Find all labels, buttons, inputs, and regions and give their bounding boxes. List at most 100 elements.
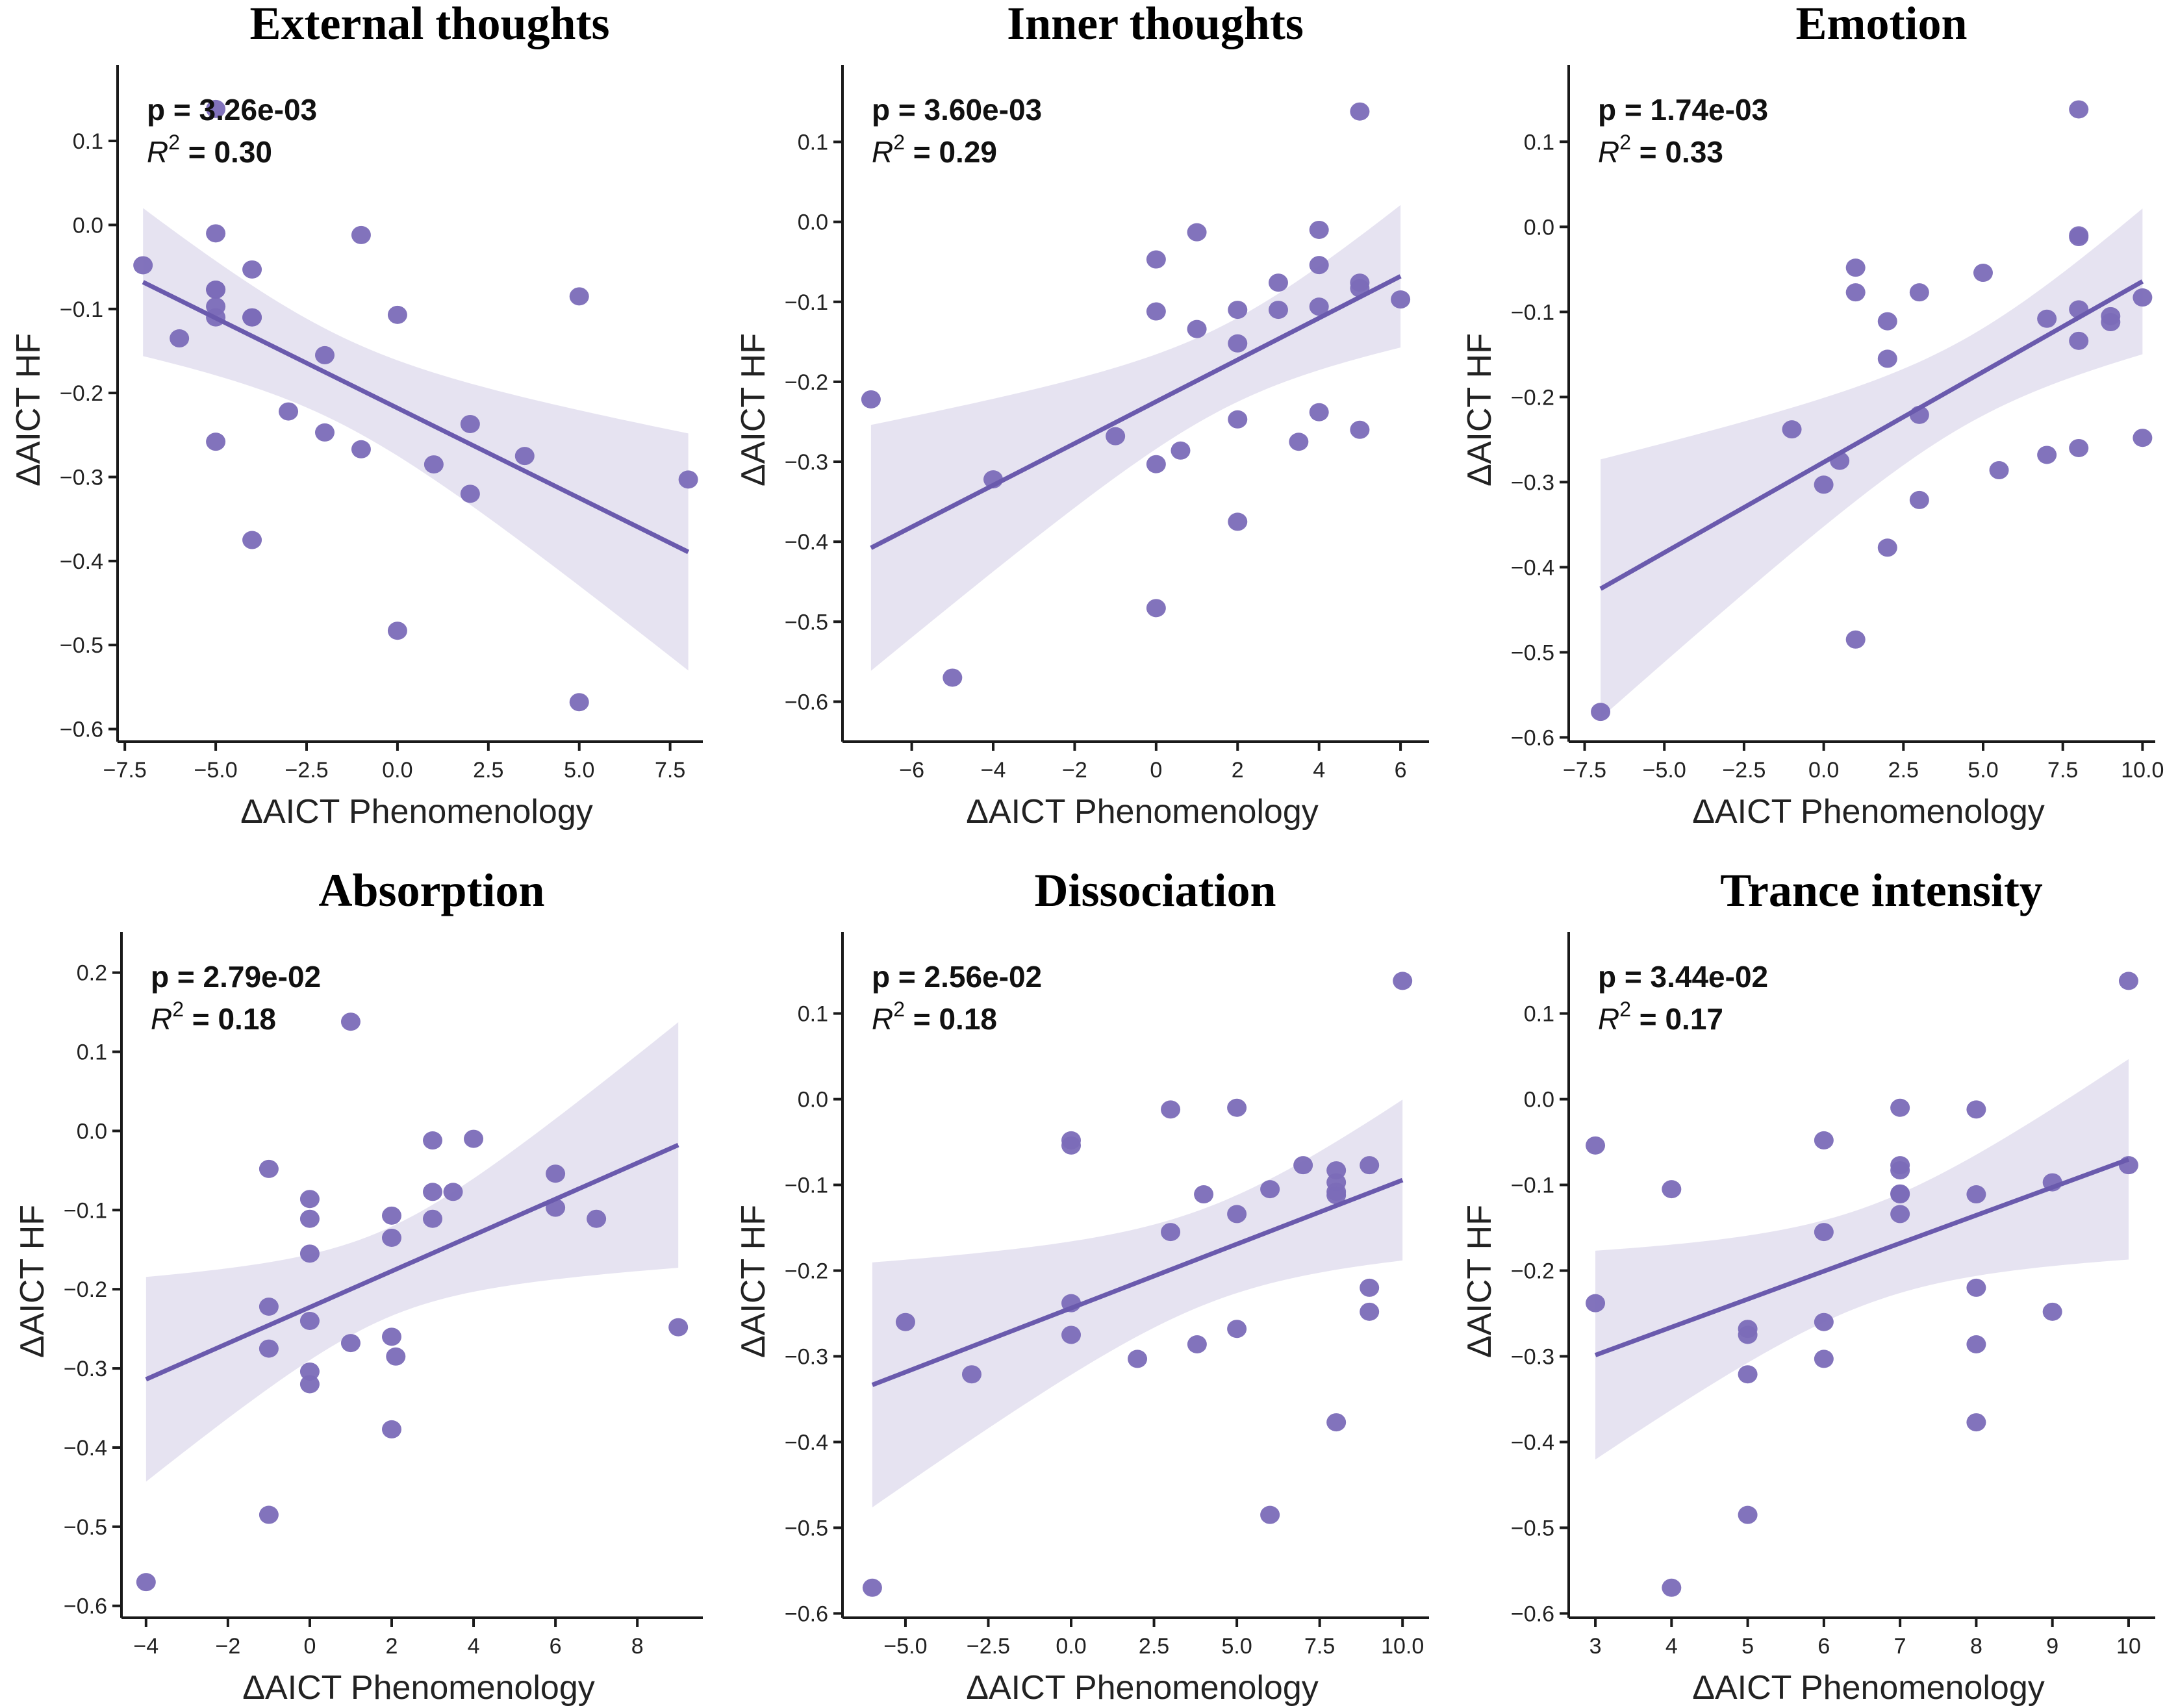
data-point (1268, 301, 1288, 320)
y-tick-label: −0.1 (64, 1198, 107, 1223)
data-point (1591, 703, 1611, 722)
data-point (1360, 1278, 1380, 1297)
r-squared-superscript: 2 (893, 131, 905, 154)
y-tick-label: −0.3 (64, 1357, 107, 1381)
confidence-band (143, 208, 689, 671)
x-tick-label: −2.5 (1722, 758, 1766, 783)
data-point (2042, 1302, 2062, 1321)
x-tick-label: 4 (1665, 1634, 1678, 1659)
data-point (1989, 461, 2009, 480)
data-point (1586, 1136, 1606, 1155)
y-tick-label: −0.2 (60, 381, 103, 406)
y-tick-label: 0.0 (73, 213, 103, 238)
data-point (340, 1334, 361, 1353)
subplot-title: Trance intensity (1720, 864, 2043, 916)
data-point (314, 345, 335, 364)
y-tick-label: −0.4 (785, 1430, 828, 1455)
r-squared-symbol: R (872, 135, 893, 169)
subplot-trance-intensity: Trance intensity 3 4 5 6 7 8 9 10 0.1 0.0 −0.1 −0.2 −… (1461, 864, 2155, 1707)
y-tick-label: −0.5 (1511, 640, 1554, 665)
y-tick-label: −0.1 (785, 290, 828, 315)
x-tick-label: −2.5 (967, 1634, 1010, 1659)
data-point (206, 281, 226, 299)
y-tick-label: −0.4 (60, 549, 103, 574)
data-point (351, 440, 371, 458)
data-point (1966, 1278, 1986, 1297)
y-tick-label: −0.5 (785, 610, 828, 634)
data-point (1877, 312, 1897, 331)
y-tick-label: −0.5 (1511, 1516, 1554, 1540)
r-squared-superscript: 2 (1619, 131, 1631, 154)
y-tick-label: −0.5 (60, 633, 103, 658)
y-axis-label: ΔAICT HF (14, 1205, 51, 1358)
data-point (514, 447, 535, 466)
x-tick-label: 3 (1589, 1634, 1602, 1659)
data-point (1260, 1180, 1280, 1199)
y-axis-label: ΔAICT HF (1461, 333, 1499, 486)
x-tick-label: 0 (303, 1634, 316, 1659)
r-squared-symbol: R (1598, 135, 1619, 169)
x-tick-label: 10.0 (2121, 758, 2164, 783)
data-point (1909, 490, 1929, 509)
r-squared-symbol: R (147, 135, 168, 169)
data-point (1260, 1505, 1280, 1524)
subplot-title: External thoughts (249, 0, 609, 49)
data-point (1966, 1413, 1986, 1432)
regression-line (145, 1142, 679, 1382)
x-tick-label: −5.0 (883, 1634, 927, 1659)
data-point (387, 305, 407, 324)
r-squared-superscript: 2 (893, 998, 905, 1021)
data-point (351, 225, 371, 244)
subplot-dissociation: Dissociation −5.0 −2.5 0.0 2.5 5.0 7.5 10.0 0.1 0… (735, 864, 1429, 1707)
data-point (569, 287, 589, 306)
data-point (1187, 223, 1207, 242)
x-tick-label: 2.5 (473, 758, 503, 783)
x-axis-label: ΔAICT Phenomenology (966, 1669, 1319, 1707)
r-squared-annotation: R2 = 0.18 (872, 998, 997, 1036)
data-point (1227, 1098, 1247, 1117)
data-point (259, 1505, 279, 1524)
data-point (1877, 538, 1897, 557)
data-point (1890, 1185, 1910, 1204)
data-point (1161, 1223, 1181, 1242)
data-point (1890, 1161, 1910, 1180)
confidence-band (870, 205, 1401, 671)
confidence-band (872, 1099, 1403, 1508)
y-axis-label: ΔAICT HF (735, 1205, 772, 1358)
data-point (387, 622, 407, 640)
x-tick-label: 0.0 (1808, 758, 1839, 783)
x-axis-label: ΔAICT Phenomenology (1692, 1669, 2045, 1707)
data-point (424, 455, 444, 474)
data-point (314, 423, 335, 442)
data-point (464, 1129, 484, 1148)
subplot-title: Inner thoughts (1007, 0, 1304, 49)
data-point (1966, 1335, 1986, 1354)
x-tick-label: 7.5 (1304, 1634, 1335, 1659)
data-point (1309, 403, 1329, 421)
data-point (299, 1190, 320, 1209)
r-squared-value: = 0.33 (1631, 135, 1723, 169)
data-point (1360, 1156, 1380, 1175)
y-tick-label: −0.6 (785, 1601, 828, 1626)
data-point (423, 1183, 443, 1201)
data-point (259, 1339, 279, 1358)
regression-line (142, 280, 690, 555)
r-squared-symbol: R (151, 1002, 172, 1036)
r-squared-superscript: 2 (172, 998, 184, 1021)
x-tick-label: 6 (550, 1634, 562, 1659)
r-squared-annotation: R2 = 0.33 (1598, 131, 1723, 169)
data-point (133, 256, 153, 275)
data-point (678, 470, 698, 489)
data-point (2069, 100, 2089, 119)
data-point (1890, 1098, 1910, 1117)
y-tick-label: 0.1 (1524, 130, 1554, 155)
x-tick-label: −7.5 (1563, 758, 1606, 783)
x-tick-label: 5 (1741, 1634, 1754, 1659)
subplot-absorption: Absorption −4 −2 0 2 4 6 8 0.2 0.1 0.0 −0.1 −0.2 −0.3… (14, 864, 703, 1707)
y-tick-label: −0.4 (1511, 555, 1554, 580)
data-point (1782, 420, 1802, 439)
x-tick-label: −5.0 (1643, 758, 1686, 783)
x-tick-label: 6 (1395, 758, 1407, 783)
x-tick-label: 7.5 (2047, 758, 2078, 783)
subplot-title: Dissociation (1034, 864, 1276, 916)
